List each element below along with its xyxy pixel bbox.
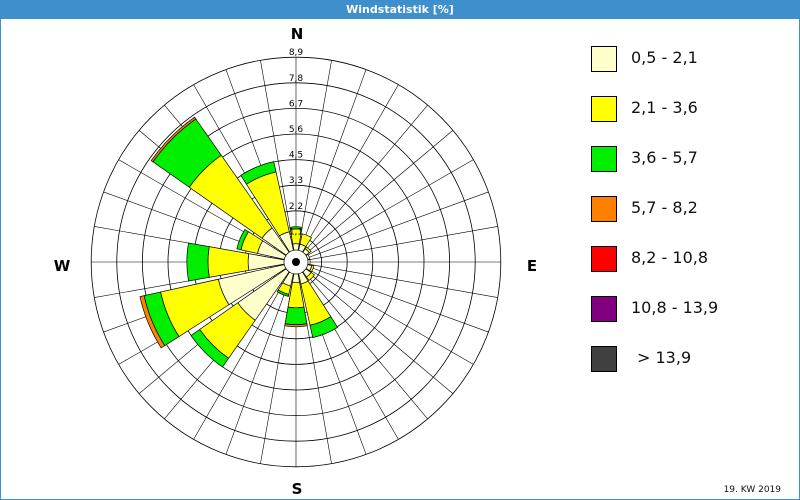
calendar-week-label: 19. KW 2019 bbox=[723, 485, 781, 495]
rose-segment-s bbox=[284, 306, 308, 326]
radial-tick-label: 7,8 bbox=[289, 74, 304, 84]
grid-spoke bbox=[299, 69, 367, 251]
radial-tick-label: 3,3 bbox=[289, 176, 303, 186]
grid-spoke bbox=[306, 267, 474, 365]
legend-swatch bbox=[591, 196, 617, 222]
legend-swatch bbox=[591, 46, 617, 72]
legend-label: 10,8 - 13,9 bbox=[631, 298, 719, 317]
legend-label: > 13,9 bbox=[637, 348, 692, 367]
grid-spoke bbox=[306, 159, 474, 257]
radial-tick-label: 2,2 bbox=[289, 202, 303, 212]
rose-segment-nnw bbox=[240, 161, 277, 185]
rose-segment-sse bbox=[309, 316, 339, 339]
radial-tick-label: 5,6 bbox=[289, 125, 304, 135]
radial-tick-label: 6,7 bbox=[289, 99, 303, 109]
legend-swatch bbox=[591, 246, 617, 272]
legend-label: 0,5 - 2,1 bbox=[631, 48, 698, 67]
legend-label: 8,2 - 10,8 bbox=[631, 248, 709, 267]
rose-segment-nne bbox=[299, 233, 313, 248]
compass-east: E bbox=[527, 257, 537, 275]
rose-segment-nw bbox=[150, 116, 197, 163]
legend-label: 3,6 - 5,7 bbox=[631, 148, 698, 167]
radial-tick-label: 1,1 bbox=[289, 227, 303, 237]
legend-swatch bbox=[591, 296, 617, 322]
rose-segment-wsw bbox=[139, 295, 166, 349]
grid-spoke bbox=[307, 191, 489, 259]
grid-spoke bbox=[225, 273, 293, 455]
grid-spoke bbox=[307, 263, 498, 298]
rose-segment-s bbox=[284, 323, 308, 328]
legend-label: 5,7 - 8,2 bbox=[631, 198, 698, 217]
rose-segment-sw bbox=[190, 328, 230, 368]
legend-label: 2,1 - 3,6 bbox=[631, 98, 698, 117]
rose-segment-n bbox=[292, 243, 300, 251]
compass-west: W bbox=[54, 257, 71, 275]
legend-swatch bbox=[591, 96, 617, 122]
rose-segment-e bbox=[307, 259, 311, 265]
grid-spoke bbox=[304, 269, 454, 394]
rose-segment-w bbox=[207, 246, 250, 278]
grid-spoke bbox=[307, 265, 489, 333]
rose-segment-n bbox=[289, 226, 303, 230]
radial-tick-label: 8,9 bbox=[289, 48, 304, 58]
rose-center bbox=[292, 258, 300, 266]
grid-spoke bbox=[307, 226, 498, 261]
compass-north: N bbox=[291, 25, 304, 43]
rose-segment-ne bbox=[304, 246, 312, 254]
grid-spoke bbox=[304, 130, 454, 255]
rose-segment-se bbox=[306, 272, 315, 281]
rose-segment-s bbox=[292, 273, 300, 283]
rose-segment-ssw bbox=[276, 289, 290, 297]
rose-segment-ese bbox=[309, 265, 315, 273]
grid-spoke bbox=[301, 84, 399, 252]
rose-segment-w bbox=[186, 242, 210, 282]
legend-swatch bbox=[591, 146, 617, 172]
grid-spoke bbox=[303, 104, 428, 254]
bars bbox=[139, 116, 339, 368]
wind-rose: 1,1 2,2 3,3 4,5 5,6 6,7 7,8 8,9 N E S W bbox=[54, 25, 537, 498]
grid-spoke bbox=[193, 272, 291, 440]
window-title: Windstatistik [%] bbox=[1, 1, 799, 19]
legend-swatch bbox=[591, 346, 617, 372]
rose-segment-ene bbox=[305, 253, 311, 260]
compass-south: S bbox=[292, 480, 303, 498]
rose-segment-wnw bbox=[236, 228, 249, 251]
grid-spoke bbox=[303, 270, 428, 420]
radial-ticks: 1,1 2,2 3,3 4,5 5,6 6,7 7,8 8,9 bbox=[289, 48, 304, 237]
grid-spoke bbox=[297, 60, 332, 251]
radial-tick-label: 4,5 bbox=[289, 151, 303, 161]
grid-spoke bbox=[260, 60, 295, 251]
